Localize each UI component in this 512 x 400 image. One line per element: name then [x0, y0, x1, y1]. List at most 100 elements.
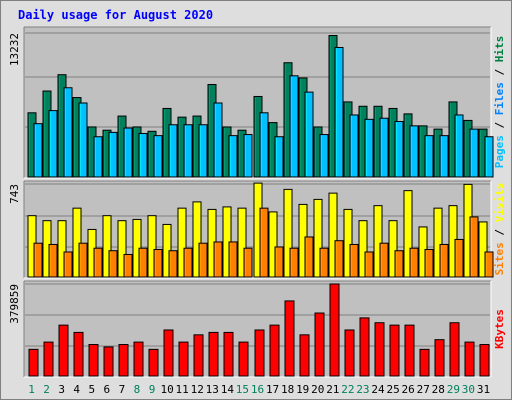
x-tick-label-day-27: 27: [417, 383, 430, 396]
bar-kbytes-day-10: [163, 329, 174, 377]
chart-title: Daily usage for August 2020: [18, 8, 214, 22]
bar-files-day-6: [108, 131, 118, 178]
bar-visits-day-7: [117, 220, 127, 278]
panel-1: 13232 Pages / Files / Hits: [8, 26, 506, 179]
bar-sites-day-16: [259, 207, 269, 278]
bar-sites-day-27: [424, 248, 434, 278]
x-tick-label-day-10: 10: [160, 383, 173, 396]
bar-visits-day-22: [343, 208, 353, 278]
bar-kbytes-day-16: [254, 329, 265, 377]
bar-kbytes-day-12: [193, 334, 204, 377]
legend-3: KBytes: [493, 309, 506, 349]
bar-sites-day-30: [469, 216, 479, 278]
bar-sites-day-28: [439, 243, 449, 278]
x-tick-label-day-6: 6: [104, 383, 111, 396]
bar-sites-day-13: [213, 241, 223, 278]
bar-sites-day-2: [48, 243, 58, 278]
bar-files-day-2: [48, 110, 58, 178]
bar-sites-day-9: [153, 248, 163, 278]
bar-visits-day-4: [72, 207, 82, 278]
bar-sites-day-17: [274, 246, 284, 278]
x-tick-label-day-30: 30: [462, 383, 475, 396]
bar-sites-day-31: [484, 251, 494, 278]
bar-files-day-11: [183, 124, 193, 178]
x-tick-label-day-2: 2: [43, 383, 50, 396]
x-tick-label-day-16: 16: [251, 383, 264, 396]
x-tick-label-day-31: 31: [477, 383, 490, 396]
legend-separator: /: [493, 222, 506, 242]
bar-kbytes-day-23: [359, 317, 370, 377]
bar-files-day-5: [93, 136, 103, 178]
bar-kbytes-day-29: [449, 322, 460, 377]
panel-3: 379859 KBytes: [8, 280, 506, 378]
x-tick-label-day-9: 9: [149, 383, 156, 396]
bar-kbytes-day-31: [479, 344, 490, 377]
bar-kbytes-day-30: [464, 341, 475, 377]
bar-files-day-25: [394, 120, 404, 178]
x-tick-label-day-8: 8: [134, 383, 141, 396]
bar-visits-day-18: [283, 188, 293, 278]
bar-sites-day-23: [364, 251, 374, 278]
legend-sites: Sites: [493, 242, 506, 275]
bar-files-day-15: [243, 134, 253, 178]
y-max-tick-label: 379859: [8, 284, 21, 324]
bar-files-day-21: [334, 46, 344, 178]
bar-kbytes-day-25: [389, 324, 400, 377]
bar-kbytes-day-20: [314, 312, 325, 377]
bar-files-day-27: [424, 135, 434, 178]
bar-kbytes-day-11: [178, 341, 189, 377]
x-tick-label-day-24: 24: [371, 383, 385, 396]
bar-files-day-24: [379, 117, 389, 178]
bar-kbytes-day-27: [419, 348, 430, 377]
bar-kbytes-day-24: [374, 322, 385, 377]
bar-sites-day-1: [33, 242, 43, 278]
legend-files: Files: [493, 82, 506, 115]
bar-sites-day-26: [409, 247, 419, 278]
legend-2: Sites / Visits: [493, 183, 506, 276]
bar-files-day-20: [319, 134, 329, 178]
x-tick-label-day-7: 7: [119, 383, 126, 396]
x-tick-label-day-17: 17: [266, 383, 279, 396]
x-tick-label-day-13: 13: [206, 383, 219, 396]
x-tick-label-day-12: 12: [191, 383, 204, 396]
bar-files-day-18: [289, 75, 299, 178]
bar-kbytes-day-28: [434, 339, 445, 377]
bar-visits-day-25: [388, 220, 398, 278]
bar-sites-day-18: [289, 247, 299, 278]
bar-files-day-10: [168, 124, 178, 178]
x-tick-label-day-4: 4: [73, 383, 80, 396]
bar-files-day-23: [364, 118, 374, 178]
panel-2: 743 Sites / Visits: [8, 180, 506, 279]
bar-kbytes-day-6: [103, 346, 114, 377]
bar-sites-day-21: [334, 240, 344, 278]
x-tick-label-day-18: 18: [281, 383, 294, 396]
bar-sites-day-22: [349, 243, 359, 278]
bar-sites-day-11: [183, 247, 193, 278]
bar-kbytes-day-2: [43, 341, 54, 377]
x-tick-label-day-3: 3: [58, 383, 65, 396]
x-tick-label-day-26: 26: [402, 383, 415, 396]
bar-visits-day-21: [328, 192, 338, 278]
bar-files-day-3: [63, 87, 73, 178]
x-tick-label-day-14: 14: [221, 383, 235, 396]
bar-kbytes-day-4: [73, 331, 84, 377]
y-max-tick-label: 743: [8, 184, 21, 204]
bar-files-day-28: [439, 135, 449, 178]
bar-files-day-12: [198, 124, 208, 178]
bar-files-day-31: [484, 136, 494, 178]
x-tick-label-day-29: 29: [447, 383, 460, 396]
bar-visits-day-15: [237, 207, 247, 278]
bar-visits-day-6: [102, 215, 112, 278]
bar-sites-day-15: [243, 247, 253, 278]
x-tick-label-day-15: 15: [236, 383, 249, 396]
y-max-tick-label: 13232: [8, 33, 21, 66]
x-tick-label-day-19: 19: [296, 383, 309, 396]
legend-pages: Pages: [493, 135, 506, 168]
legend-hits: Hits: [493, 36, 506, 63]
bar-sites-day-10: [168, 250, 178, 278]
bar-files-day-29: [454, 114, 464, 178]
bar-visits-day-3: [57, 220, 67, 278]
bar-sites-day-14: [228, 241, 238, 278]
bar-kbytes-day-18: [284, 300, 295, 377]
